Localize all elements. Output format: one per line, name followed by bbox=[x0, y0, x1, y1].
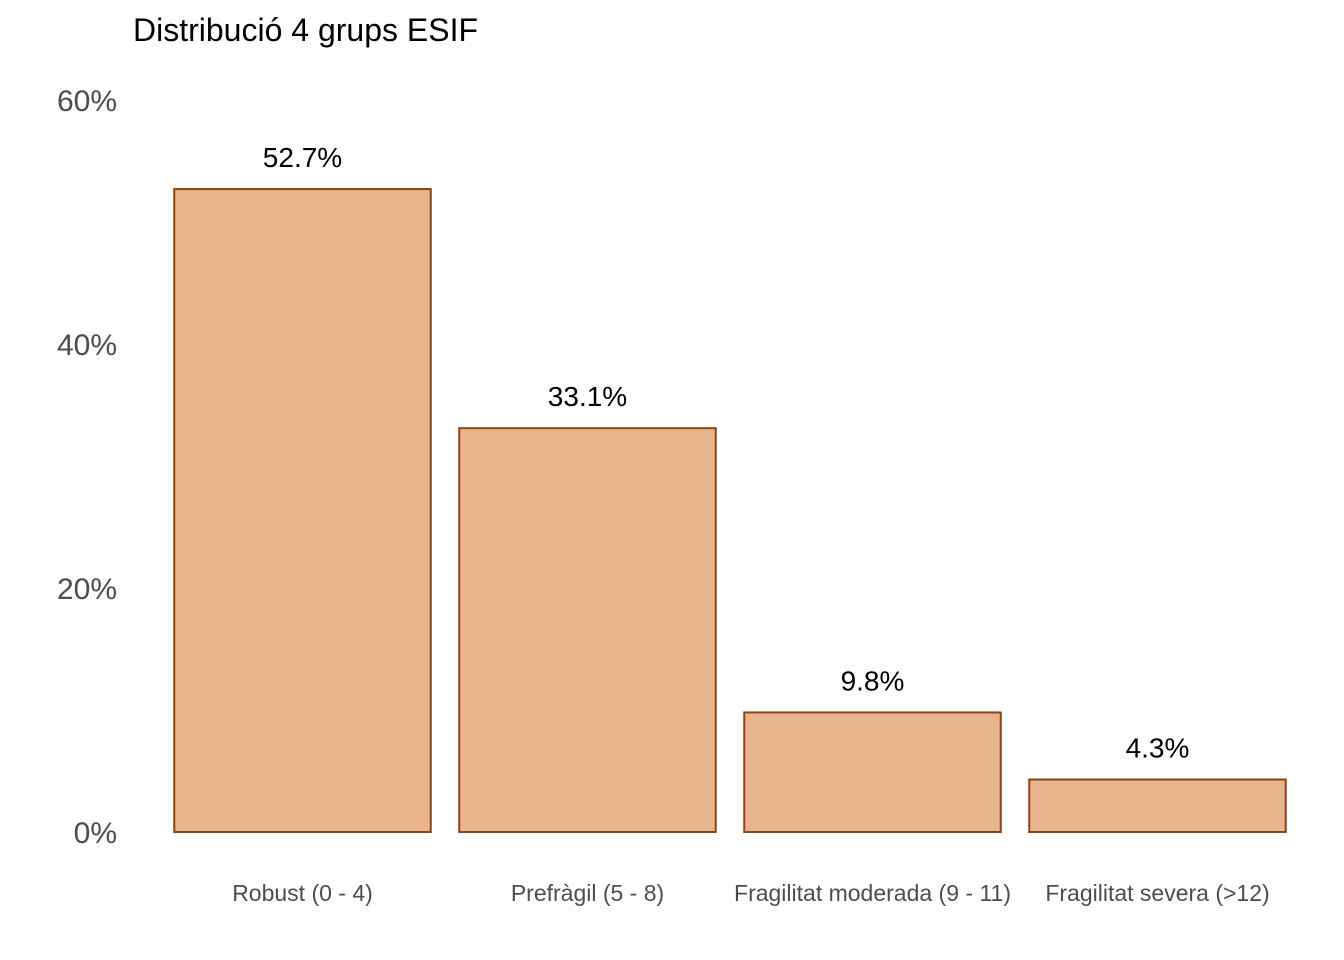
x-tick-label: Robust (0 - 4) bbox=[232, 880, 373, 906]
x-tick-label: Fragilitat moderada (9 - 11) bbox=[734, 880, 1011, 906]
data-label: 9.8% bbox=[841, 665, 905, 696]
y-tick-label: 0% bbox=[74, 817, 117, 850]
x-tick-label: Fragilitat severa (>12) bbox=[1045, 880, 1269, 906]
y-tick-label: 40% bbox=[57, 329, 117, 362]
bar bbox=[173, 188, 432, 833]
chart-title: Distribució 4 grups ESIF bbox=[133, 12, 478, 48]
y-axis: 0% 20% 40% 60% bbox=[57, 85, 117, 850]
y-tick-label: 20% bbox=[57, 573, 117, 606]
y-tick-label: 60% bbox=[57, 85, 117, 118]
bar bbox=[458, 427, 717, 833]
bars-group bbox=[173, 188, 1287, 833]
data-label: 52.7% bbox=[263, 142, 342, 173]
bar bbox=[1028, 778, 1287, 833]
x-axis: Robust (0 - 4) Prefràgil (5 - 8) Fragilita… bbox=[232, 880, 1269, 906]
data-label: 4.3% bbox=[1126, 733, 1190, 764]
data-labels-group: 52.7% 33.1% 9.8% 4.3% bbox=[263, 142, 1190, 763]
data-label: 33.1% bbox=[548, 381, 627, 412]
bar bbox=[743, 711, 1002, 833]
x-tick-label: Prefràgil (5 - 8) bbox=[511, 880, 664, 906]
